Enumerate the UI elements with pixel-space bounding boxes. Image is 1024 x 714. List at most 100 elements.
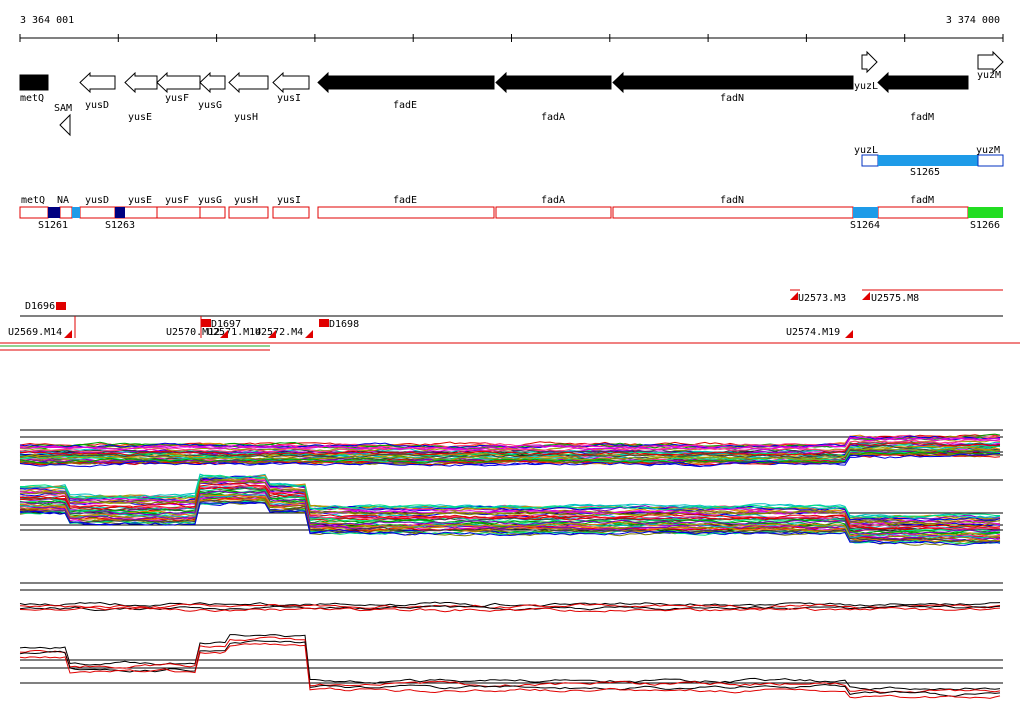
site-block [48,207,60,218]
transcript-flag [845,330,853,338]
expression-line [19,490,1001,535]
label: yusE [128,195,152,206]
segment [317,206,495,219]
label: D1698 [329,319,359,330]
operon-end [861,154,879,167]
segment [877,206,969,219]
label: yusD [85,100,109,111]
label: S1266 [970,220,1000,231]
expression-line [19,434,1001,450]
expression-line [19,446,1001,459]
label: yuzM [977,70,1001,81]
summary-line [19,636,1001,694]
label: U2570.M12 [166,327,220,338]
start-coordinate: 3 364 001 [20,15,74,26]
label: metQ [20,93,44,104]
label: S1261 [38,220,68,231]
operon-body [878,155,978,166]
gene [861,50,878,74]
expression-line [20,442,1001,457]
label: yuzL [854,81,878,92]
segment [228,206,269,219]
gene [156,71,201,94]
transcript-flag [268,330,276,338]
transcript-flag [790,292,798,300]
gene [124,71,158,94]
label: U2574.M19 [786,327,840,338]
gene [877,71,969,94]
expression-line [19,439,1001,453]
expression-line [19,501,1001,546]
summary-line [19,642,1001,699]
summary-line [19,601,1001,608]
transcript-flag [862,292,870,300]
summary-line [19,640,1001,697]
site-block [72,207,80,218]
label: yusF [165,195,189,206]
transcript-mark [319,319,329,327]
gene [977,50,1004,74]
expression-line [19,473,1001,521]
label: S1264 [850,220,880,231]
expression-line [19,500,1001,545]
expression-line [19,476,1001,520]
label: U2569.M14 [8,327,62,338]
label: yusG [198,195,222,206]
label: metQ [21,195,45,206]
label: S1263 [105,220,135,231]
transcript-mark [56,302,66,310]
gene [199,71,226,94]
transcript-flag [64,330,72,338]
site-block [968,207,1003,218]
expression-line [20,475,1001,520]
summary-line [19,603,1001,610]
label: yusD [85,195,109,206]
label: yusH [234,195,258,206]
transcript-mark [201,319,211,327]
gene [59,113,71,137]
expression-line [19,439,1001,452]
label: D1697 [211,319,241,330]
segment [79,206,116,219]
label: yusI [277,195,301,206]
label: U2573.M3 [798,293,846,304]
label: fadA [541,195,565,206]
label: yusF [165,93,189,104]
label: fadE [393,100,417,111]
expression-line [19,451,1001,466]
summary-line [19,606,1001,613]
segment [495,206,612,219]
expression-line [19,453,1001,466]
label: yuzL [854,145,878,156]
site-block [853,207,878,218]
segment [19,206,49,219]
segment [59,206,73,219]
segment [272,206,310,219]
end-coordinate: 3 374 000 [946,15,1000,26]
label: yusI [277,93,301,104]
expression-line [19,436,1001,451]
transcript-flag [220,330,228,338]
expression-line [19,494,1001,540]
gene [317,71,495,94]
gene [495,71,612,94]
label: yusE [128,112,152,123]
operon-end [977,154,1004,167]
segment [612,206,854,219]
label: fadA [541,112,565,123]
site-block [115,207,125,218]
label: NA [57,195,69,206]
expression-line [20,482,1001,530]
label: yuzM [976,145,1000,156]
segment [156,206,201,219]
expression-line [19,453,1001,468]
expression-line [20,499,1001,544]
label: yusH [234,112,258,123]
label: U2572.M4 [255,327,303,338]
gene [19,74,49,91]
label: D1696 [25,301,55,312]
expression-line [19,474,1000,519]
expression-line [19,451,1001,464]
expression-line [19,448,1001,462]
